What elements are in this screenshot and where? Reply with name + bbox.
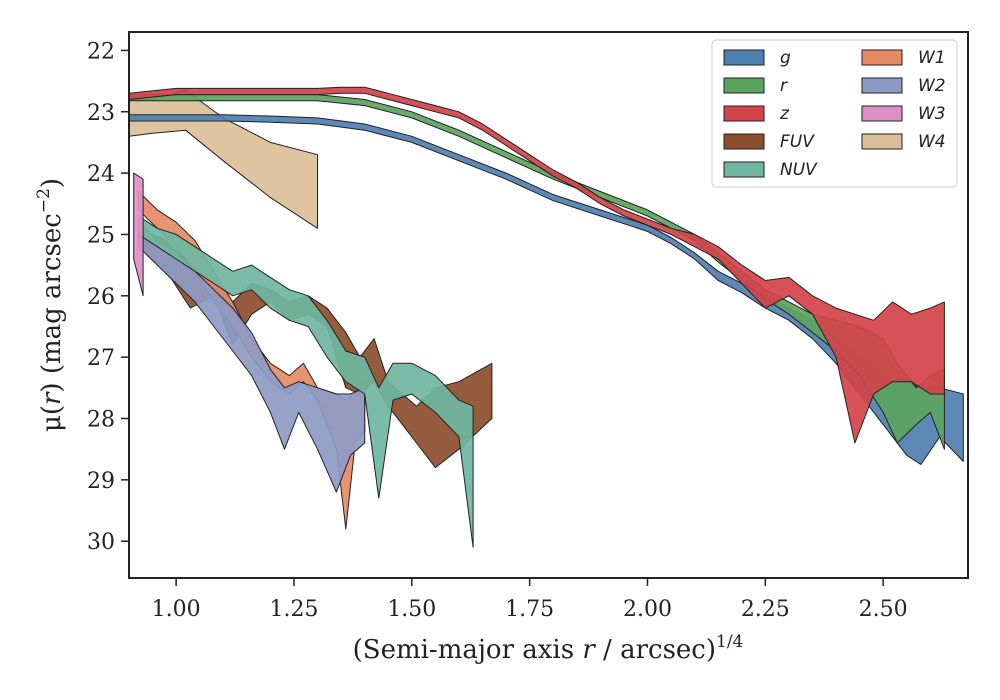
y-tick-label: 28	[87, 407, 115, 432]
legend-label-w4: W4	[918, 132, 946, 152]
legend-swatch-w1	[861, 49, 903, 66]
y-axis: 22 23 24 25 26 27 28 29 30	[87, 39, 129, 555]
y-tick-label: 26	[87, 285, 115, 310]
legend-label-nuv: NUV	[780, 160, 818, 180]
legend-label-w2: W2	[918, 76, 946, 96]
band-w4	[128, 89, 318, 229]
x-tick-label: 1.00	[152, 597, 201, 622]
legend-swatch-fuv	[723, 133, 765, 150]
legend-box	[711, 39, 958, 188]
y-tick-label: 24	[87, 162, 115, 187]
y-tick-label: 30	[87, 530, 115, 555]
legend-label-g: g	[780, 48, 791, 68]
y-tick-label: 27	[87, 346, 115, 371]
y-tick-label: 29	[87, 469, 115, 494]
plot-frame	[128, 31, 969, 579]
legend-label-w3: W3	[918, 104, 946, 124]
y-tick-label: 22	[87, 39, 115, 64]
band-nuv	[137, 215, 474, 548]
x-axis-title: (Semi-major axis r / arcsec)1/4	[353, 632, 744, 665]
x-tick-label: 2.00	[623, 597, 672, 622]
y-tick-label: 23	[87, 101, 115, 126]
band-g	[128, 114, 964, 465]
y-tick-label: 25	[87, 223, 115, 248]
y-axis-title: μ(r) (mag arcsec−2)	[34, 178, 67, 432]
x-tick-label: 1.25	[269, 597, 318, 622]
x-tick-label: 2.50	[859, 597, 908, 622]
legend-label-fuv: FUV	[780, 132, 815, 152]
legend-swatch-w3	[861, 105, 903, 122]
legend-label-w1: W1	[918, 48, 946, 68]
band-z	[128, 86, 945, 444]
legend-label-z: z	[779, 104, 790, 124]
band-w2	[137, 221, 366, 493]
x-tick-label: 1.75	[505, 597, 554, 622]
legend-swatch-w4	[861, 133, 903, 150]
legend-swatch-nuv	[723, 161, 765, 178]
band-w3	[133, 172, 144, 297]
legend-swatch-z	[723, 105, 765, 122]
legend-swatch-g	[723, 49, 765, 66]
x-axis: 1.00 1.25 1.50 1.75 2.00 2.25 2.50	[152, 578, 908, 622]
legend: grz FUV NUV W1 W2 W3 W4	[711, 39, 958, 188]
x-tick-label: 1.50	[387, 597, 436, 622]
legend-label-r: r	[780, 76, 788, 96]
band-layer	[128, 86, 964, 548]
legend-swatch-w2	[861, 77, 903, 94]
legend-swatch-r	[723, 77, 765, 94]
x-tick-label: 2.25	[741, 597, 790, 622]
legend-items: grz FUV NUV W1 W2 W3 W4	[723, 48, 946, 180]
